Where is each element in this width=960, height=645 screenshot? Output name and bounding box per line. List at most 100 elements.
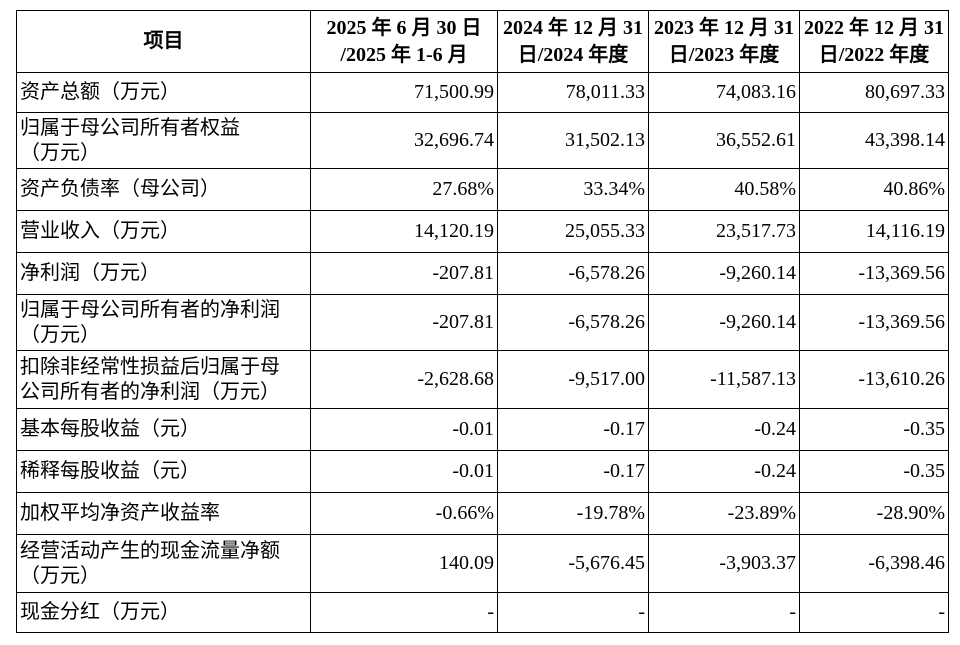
- value-cell: -0.35: [799, 450, 949, 493]
- value-cell: -2,628.68: [310, 350, 498, 409]
- value-cell: -0.17: [497, 408, 649, 451]
- value-cell: 27.68%: [310, 168, 498, 211]
- header-cell: 2023 年 12 月 31 日/2023 年度: [648, 10, 800, 73]
- row-label: 稀释每股收益（元）: [16, 450, 311, 493]
- table-row: 稀释每股收益（元） -0.01 -0.17 -0.24 -0.35: [16, 450, 949, 493]
- label-line: 资产总额（万元）: [20, 81, 180, 103]
- value-cell: -23.89%: [648, 492, 800, 535]
- value-cell: 40.58%: [648, 168, 800, 211]
- value-cell: 71,500.99: [310, 72, 498, 113]
- value-cell: -207.81: [310, 252, 498, 295]
- value-cell: 140.09: [310, 534, 498, 593]
- header-line: 日/2024 年度: [517, 43, 629, 66]
- header-line: 2023 年 12 月 31: [654, 16, 794, 39]
- header-cell: 2022 年 12 月 31 日/2022 年度: [799, 10, 949, 73]
- label-line: 现金分红（万元）: [20, 601, 180, 623]
- row-label: 基本每股收益（元）: [16, 408, 311, 451]
- value-cell: -207.81: [310, 294, 498, 351]
- label-line: 净利润（万元）: [20, 262, 160, 284]
- table-row: 资产负债率（母公司） 27.68% 33.34% 40.58% 40.86%: [16, 168, 949, 211]
- header-line: 日/2022 年度: [818, 43, 930, 66]
- value-cell: -: [310, 592, 498, 633]
- header-line: 2025 年 6 月 30 日: [326, 16, 482, 39]
- label-line: （万元）: [20, 141, 100, 164]
- value-cell: -0.01: [310, 408, 498, 451]
- value-cell: 40.86%: [799, 168, 949, 211]
- label-line: 加权平均净资产收益率: [20, 502, 220, 524]
- value-cell: -0.24: [648, 450, 800, 493]
- table-row: 营业收入（万元） 14,120.19 25,055.33 23,517.73 14,11…: [16, 210, 949, 253]
- value-cell: 78,011.33: [497, 72, 649, 113]
- header-line: /2025 年 1-6 月: [340, 43, 468, 66]
- value-cell: 25,055.33: [497, 210, 649, 253]
- row-label: 营业收入（万元）: [16, 210, 311, 253]
- table-row: 加权平均净资产收益率 -0.66% -19.78% -23.89% -28.90%: [16, 492, 949, 535]
- value-cell: -9,517.00: [497, 350, 649, 409]
- row-label: 净利润（万元）: [16, 252, 311, 295]
- value-cell: 23,517.73: [648, 210, 800, 253]
- value-cell: 32,696.74: [310, 112, 498, 169]
- value-cell: 43,398.14: [799, 112, 949, 169]
- table-row: 扣除非经常性损益后归属于母 公司所有者的净利润（万元） -2,628.68 -9,51…: [16, 350, 949, 409]
- value-cell: 31,502.13: [497, 112, 649, 169]
- header-cell: 2024 年 12 月 31 日/2024 年度: [497, 10, 649, 73]
- table-row: 经营活动产生的现金流量净额 （万元） 140.09 -5,676.45 -3,903.3…: [16, 534, 949, 593]
- row-label: 加权平均净资产收益率: [16, 492, 311, 535]
- value-cell: -13,610.26: [799, 350, 949, 409]
- label-line: 营业收入（万元）: [20, 220, 180, 242]
- value-cell: 80,697.33: [799, 72, 949, 113]
- row-label: 资产总额（万元）: [16, 72, 311, 113]
- value-cell: 74,083.16: [648, 72, 800, 113]
- header-line: 日/2023 年度: [668, 43, 780, 66]
- value-cell: -6,578.26: [497, 252, 649, 295]
- row-label: 归属于母公司所有者权益 （万元）: [16, 112, 311, 169]
- header-line: 2022 年 12 月 31: [804, 16, 944, 39]
- label-line: 归属于母公司所有者权益: [20, 116, 240, 139]
- row-label: 资产负债率（母公司）: [16, 168, 311, 211]
- row-label: 扣除非经常性损益后归属于母 公司所有者的净利润（万元）: [16, 350, 311, 409]
- value-cell: -0.66%: [310, 492, 498, 535]
- value-cell: -0.17: [497, 450, 649, 493]
- row-label: 归属于母公司所有者的净利润 （万元）: [16, 294, 311, 351]
- value-cell: -6,578.26: [497, 294, 649, 351]
- table-row: 现金分红（万元） - - - -: [16, 592, 949, 633]
- value-cell: -0.01: [310, 450, 498, 493]
- value-cell: 14,116.19: [799, 210, 949, 253]
- label-line: 稀释每股收益（元）: [20, 460, 200, 482]
- label-line: 资产负债率（母公司）: [20, 178, 220, 200]
- table-body: 资产总额（万元） 71,500.99 78,011.33 74,083.16 80,69…: [16, 72, 949, 633]
- header-cell: 项目: [16, 10, 311, 73]
- label-line: 扣除非经常性损益后归属于母: [20, 355, 280, 378]
- table-row: 净利润（万元） -207.81 -6,578.26 -9,260.14 -13,369.…: [16, 252, 949, 295]
- value-cell: -9,260.14: [648, 252, 800, 295]
- row-label: 经营活动产生的现金流量净额 （万元）: [16, 534, 311, 593]
- label-line: 基本每股收益（元）: [20, 418, 200, 440]
- value-cell: -13,369.56: [799, 294, 949, 351]
- header-line: 项目: [143, 30, 184, 52]
- value-cell: -: [648, 592, 800, 633]
- table-row: 基本每股收益（元） -0.01 -0.17 -0.24 -0.35: [16, 408, 949, 451]
- label-line: 公司所有者的净利润（万元）: [20, 380, 280, 403]
- value-cell: 36,552.61: [648, 112, 800, 169]
- header-cell: 2025 年 6 月 30 日/2025 年 1-6 月: [310, 10, 498, 73]
- label-line: （万元）: [20, 323, 100, 346]
- table-row: 资产总额（万元） 71,500.99 78,011.33 74,083.16 80,69…: [16, 72, 949, 113]
- value-cell: -: [497, 592, 649, 633]
- value-cell: -0.24: [648, 408, 800, 451]
- financial-table: 项目 2025 年 6 月 30 日/2025 年 1-6 月 2024 年 12 …: [16, 10, 949, 633]
- table-row: 归属于母公司所有者权益 （万元） 32,696.74 31,502.13 36,552.…: [16, 112, 949, 169]
- value-cell: -5,676.45: [497, 534, 649, 593]
- value-cell: -6,398.46: [799, 534, 949, 593]
- value-cell: -9,260.14: [648, 294, 800, 351]
- header-line: 2024 年 12 月 31: [503, 16, 643, 39]
- header-row: 项目 2025 年 6 月 30 日/2025 年 1-6 月 2024 年 12 …: [16, 10, 949, 73]
- value-cell: 33.34%: [497, 168, 649, 211]
- value-cell: -13,369.56: [799, 252, 949, 295]
- table-header: 项目 2025 年 6 月 30 日/2025 年 1-6 月 2024 年 12 …: [16, 10, 949, 73]
- value-cell: -19.78%: [497, 492, 649, 535]
- value-cell: -3,903.37: [648, 534, 800, 593]
- label-line: 归属于母公司所有者的净利润: [20, 298, 280, 321]
- value-cell: -: [799, 592, 949, 633]
- label-line: （万元）: [20, 564, 100, 587]
